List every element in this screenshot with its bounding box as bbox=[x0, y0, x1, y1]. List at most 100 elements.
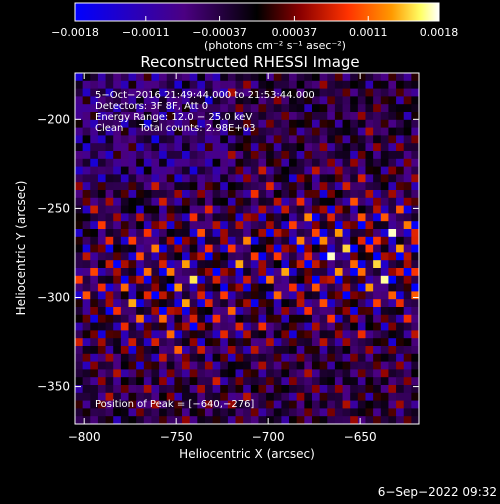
heatmap-cell bbox=[304, 197, 313, 206]
heatmap-cell bbox=[304, 260, 313, 269]
heatmap-cell bbox=[281, 197, 290, 206]
heatmap-cell bbox=[334, 80, 343, 89]
heatmap-cell bbox=[273, 283, 282, 292]
heatmap-cell bbox=[311, 135, 321, 144]
heatmap-cell bbox=[212, 314, 221, 323]
heatmap-cell bbox=[220, 73, 229, 82]
heatmap-cell bbox=[365, 104, 374, 113]
heatmap-cell bbox=[189, 260, 198, 269]
heatmap-cell bbox=[273, 416, 282, 424]
heatmap-cell bbox=[250, 361, 259, 370]
heatmap-cell bbox=[258, 361, 267, 370]
heatmap-cell bbox=[75, 119, 84, 128]
heatmap-cell bbox=[151, 73, 160, 82]
heatmap-cell bbox=[296, 260, 305, 269]
heatmap-cell bbox=[90, 275, 99, 284]
heatmap-cell bbox=[166, 322, 175, 331]
heatmap-cell bbox=[189, 104, 198, 113]
heatmap-cell bbox=[396, 174, 405, 183]
heatmap-cell bbox=[90, 416, 99, 424]
heatmap-cell bbox=[289, 174, 298, 183]
heatmap-cell bbox=[166, 143, 175, 152]
heatmap-cell bbox=[258, 338, 267, 347]
heatmap-cell bbox=[182, 229, 191, 238]
heatmap-cell bbox=[113, 408, 122, 417]
heatmap-cell bbox=[281, 104, 290, 113]
heatmap-cell bbox=[380, 330, 389, 339]
heatmap-cell bbox=[90, 299, 99, 308]
heatmap-cell bbox=[143, 190, 152, 199]
heatmap-cell bbox=[296, 127, 305, 136]
heatmap-cell bbox=[243, 330, 252, 339]
heatmap-cell bbox=[90, 408, 99, 417]
heatmap-cell bbox=[105, 112, 114, 121]
heatmap-cell bbox=[90, 283, 99, 292]
heatmap-cell bbox=[296, 330, 305, 339]
heatmap-cell bbox=[97, 112, 106, 121]
heatmap-cell bbox=[357, 283, 366, 292]
heatmap-cell bbox=[365, 205, 374, 214]
heatmap-cell bbox=[235, 392, 244, 401]
heatmap-cell bbox=[365, 151, 374, 160]
heatmap-cell bbox=[75, 143, 84, 152]
heatmap-cell bbox=[380, 166, 389, 175]
heatmap-cell bbox=[365, 416, 374, 424]
heatmap-cell bbox=[388, 158, 397, 167]
heatmap-cell bbox=[304, 205, 313, 214]
heatmap-cell bbox=[388, 166, 397, 175]
heatmap-cell bbox=[411, 197, 419, 206]
heatmap-cell bbox=[357, 314, 366, 323]
heatmap-cell bbox=[373, 221, 382, 230]
heatmap-cell bbox=[365, 392, 374, 401]
heatmap-cell bbox=[289, 197, 298, 206]
heatmap-cell bbox=[304, 166, 313, 175]
heatmap-cell bbox=[350, 166, 359, 175]
heatmap-cell bbox=[75, 213, 84, 222]
annotation-time-range: 5−Oct−2016 21:49:44.000 to 21:53:44.000 bbox=[95, 90, 315, 101]
heatmap-cell bbox=[250, 385, 259, 394]
heatmap-cell bbox=[273, 127, 282, 136]
heatmap-cell bbox=[227, 174, 236, 183]
heatmap-cell bbox=[136, 392, 145, 401]
heatmap-cell bbox=[342, 346, 351, 355]
heatmap-cell bbox=[327, 151, 336, 160]
heatmap-cell bbox=[220, 268, 229, 277]
heatmap-cell bbox=[243, 244, 252, 253]
heatmap-cell bbox=[273, 213, 282, 222]
heatmap-cell bbox=[311, 416, 321, 424]
heatmap-cell bbox=[182, 174, 191, 183]
heatmap-cell bbox=[174, 174, 183, 183]
heatmap-cell bbox=[243, 338, 252, 347]
heatmap-cell bbox=[113, 197, 122, 206]
heatmap-cell bbox=[357, 104, 366, 113]
heatmap-cell bbox=[159, 369, 168, 378]
heatmap-cell bbox=[258, 244, 267, 253]
heatmap-cell bbox=[235, 96, 244, 105]
heatmap-cell bbox=[304, 268, 313, 277]
heatmap-cell bbox=[380, 127, 389, 136]
heatmap-cell bbox=[350, 96, 359, 105]
heatmap-cell bbox=[334, 416, 343, 424]
heatmap-cell bbox=[373, 392, 382, 401]
heatmap-cell bbox=[388, 314, 397, 323]
heatmap-cell bbox=[182, 135, 191, 144]
heatmap-cell bbox=[90, 377, 99, 386]
heatmap-cell bbox=[373, 252, 382, 261]
heatmap-cell bbox=[75, 369, 84, 378]
heatmap-cell bbox=[304, 190, 313, 199]
heatmap-cell bbox=[365, 252, 374, 261]
heatmap-cell bbox=[182, 80, 191, 89]
heatmap-cell bbox=[350, 143, 359, 152]
heatmap-cell bbox=[380, 205, 389, 214]
heatmap-cell bbox=[105, 416, 114, 424]
heatmap-cell bbox=[113, 80, 122, 89]
heatmap-cell bbox=[327, 174, 336, 183]
heatmap-cell bbox=[75, 88, 84, 97]
heatmap-cell bbox=[151, 361, 160, 370]
heatmap-cell bbox=[350, 353, 359, 362]
heatmap-cell bbox=[220, 291, 229, 300]
heatmap-cell bbox=[319, 268, 328, 277]
heatmap-cell bbox=[304, 174, 313, 183]
heatmap-cell bbox=[174, 166, 183, 175]
heatmap-cell bbox=[304, 119, 313, 128]
